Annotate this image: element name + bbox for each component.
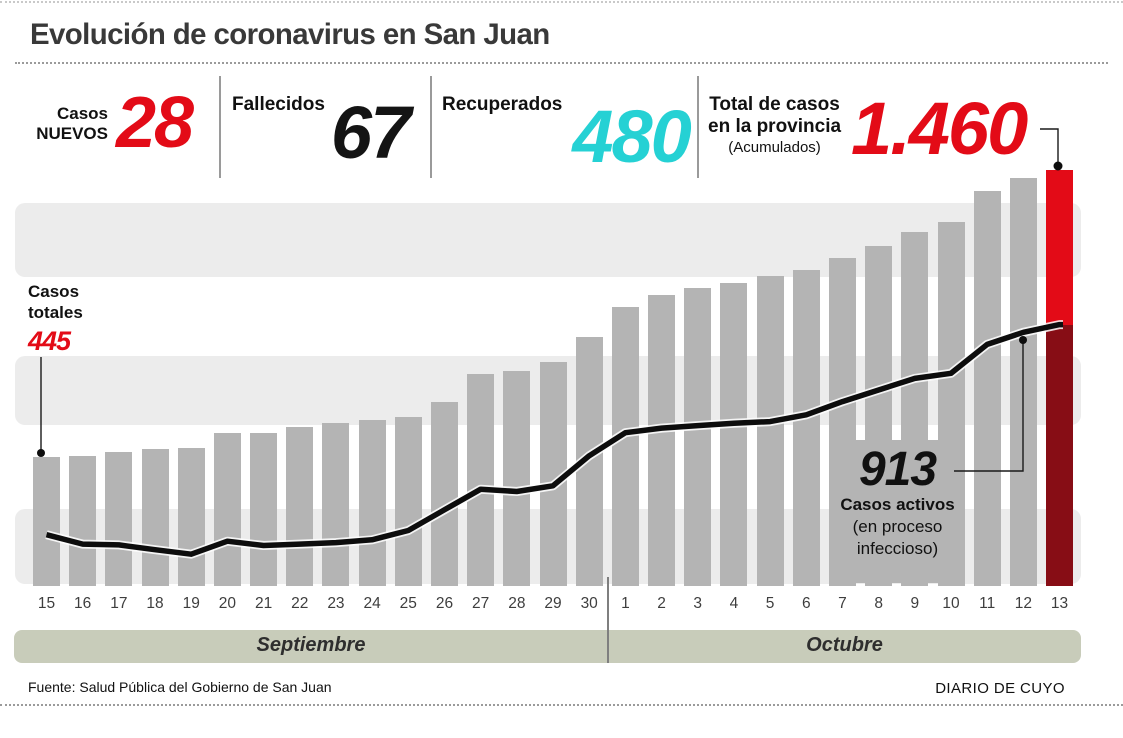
active-cases-value: 913 (858, 443, 937, 496)
day-label: 20 (218, 595, 237, 612)
bar-total (286, 426, 314, 586)
stat-new-cases-value: 28 (116, 83, 194, 163)
bar-total (611, 306, 639, 586)
page-title: Evolución de coronavirus en San Juan (30, 18, 550, 51)
publisher-credit: DIARIO DE CUYO (935, 680, 1065, 697)
day-label: 26 (435, 595, 454, 612)
day-label: 22 (291, 595, 309, 612)
bar-total (213, 432, 241, 586)
bar-total (648, 294, 676, 586)
month-label-octubre: Octubre (806, 634, 883, 656)
stat-new-cases-label: Casos NUEVOS (36, 103, 108, 143)
bar-total (250, 432, 278, 586)
stat-divider (219, 76, 221, 178)
bar-total (467, 374, 495, 586)
day-label: 11 (979, 595, 996, 612)
bar-total (720, 282, 748, 586)
title-dotted-rule (15, 62, 1108, 64)
stat-divider (430, 76, 432, 178)
bar-total (141, 449, 169, 586)
day-label: 30 (580, 595, 598, 612)
day-label: 16 (74, 595, 92, 612)
source-credit: Fuente: Salud Pública del Gobierno de Sa… (28, 679, 332, 695)
stat-deaths-label: Fallecidos (232, 94, 325, 115)
bar-total (792, 270, 820, 586)
stat-total-cases: Total de casos en la provincia (Acumulad… (708, 87, 1048, 170)
top-dotted-rule (0, 1, 1123, 3)
bar-total (322, 422, 350, 586)
day-label: 23 (327, 595, 345, 612)
day-label: 10 (942, 595, 960, 612)
stat-deaths: Fallecidos 67 (232, 91, 422, 174)
stat-recovered-value: 480 (572, 95, 691, 178)
day-label: 9 (910, 595, 920, 612)
stat-deaths-value: 67 (330, 91, 411, 174)
day-label: 8 (874, 595, 883, 612)
first-total-value: 445 (28, 326, 71, 356)
bar-total (394, 416, 422, 586)
bar-total (105, 451, 133, 586)
day-label: 28 (508, 595, 526, 612)
bar-total (177, 447, 205, 586)
stat-new-cases: Casos NUEVOS 28 (28, 83, 208, 163)
stat-recovered: Recuperados 480 (442, 92, 692, 178)
bar-total (756, 276, 784, 586)
bar-total (33, 456, 60, 586)
day-label: 3 (693, 595, 703, 612)
bar-total-highlight-top (1046, 169, 1074, 325)
month-divider (607, 577, 609, 663)
bar-total (684, 288, 712, 586)
bar-total (539, 362, 567, 586)
day-label: 4 (729, 595, 739, 612)
bar-total (358, 419, 386, 586)
stat-total-cases-sublabel: (Acumulados) (728, 139, 821, 156)
day-label: 13 (1050, 595, 1069, 612)
stat-divider (697, 76, 699, 178)
month-label-septiembre: Septiembre (256, 634, 366, 656)
month-band (14, 630, 1081, 663)
day-label: 5 (765, 595, 775, 612)
active-cases-caption: Casos activos (en proceso infeccioso) (840, 495, 955, 558)
bar-total-highlight-bottom (1046, 324, 1074, 586)
day-label: 1 (621, 595, 630, 612)
day-label: 25 (399, 595, 417, 612)
day-label: 27 (472, 595, 490, 612)
day-label: 7 (838, 595, 847, 612)
day-label: 24 (363, 595, 381, 612)
bar-total (430, 401, 458, 586)
day-label: 19 (182, 595, 200, 612)
day-label: 29 (544, 595, 562, 612)
day-label: 15 (37, 595, 56, 612)
bar-total (575, 337, 603, 586)
day-label: 12 (1014, 595, 1032, 612)
bottom-dotted-rule (0, 704, 1123, 706)
bar-total (1009, 178, 1037, 586)
first-total-callout: Casos totales 445 (28, 281, 83, 357)
callout-dot-445 (37, 449, 45, 457)
stat-recovered-label: Recuperados (442, 94, 563, 115)
bar-total (69, 455, 97, 586)
stat-total-cases-label: Total de casos en la provincia (Acumulad… (708, 94, 842, 156)
first-total-caption: Casos totales (28, 282, 83, 322)
active-cases-callout: 913 Casos activos (en proceso infeccioso… (832, 440, 963, 583)
day-label: 2 (657, 595, 666, 612)
day-label: 21 (254, 595, 273, 612)
bar-total (973, 191, 1001, 586)
day-label: 6 (801, 595, 811, 612)
day-label: 17 (110, 595, 128, 612)
stat-total-cases-value: 1.460 (851, 87, 1028, 170)
bar-total (503, 371, 531, 586)
day-label: 18 (146, 595, 164, 612)
